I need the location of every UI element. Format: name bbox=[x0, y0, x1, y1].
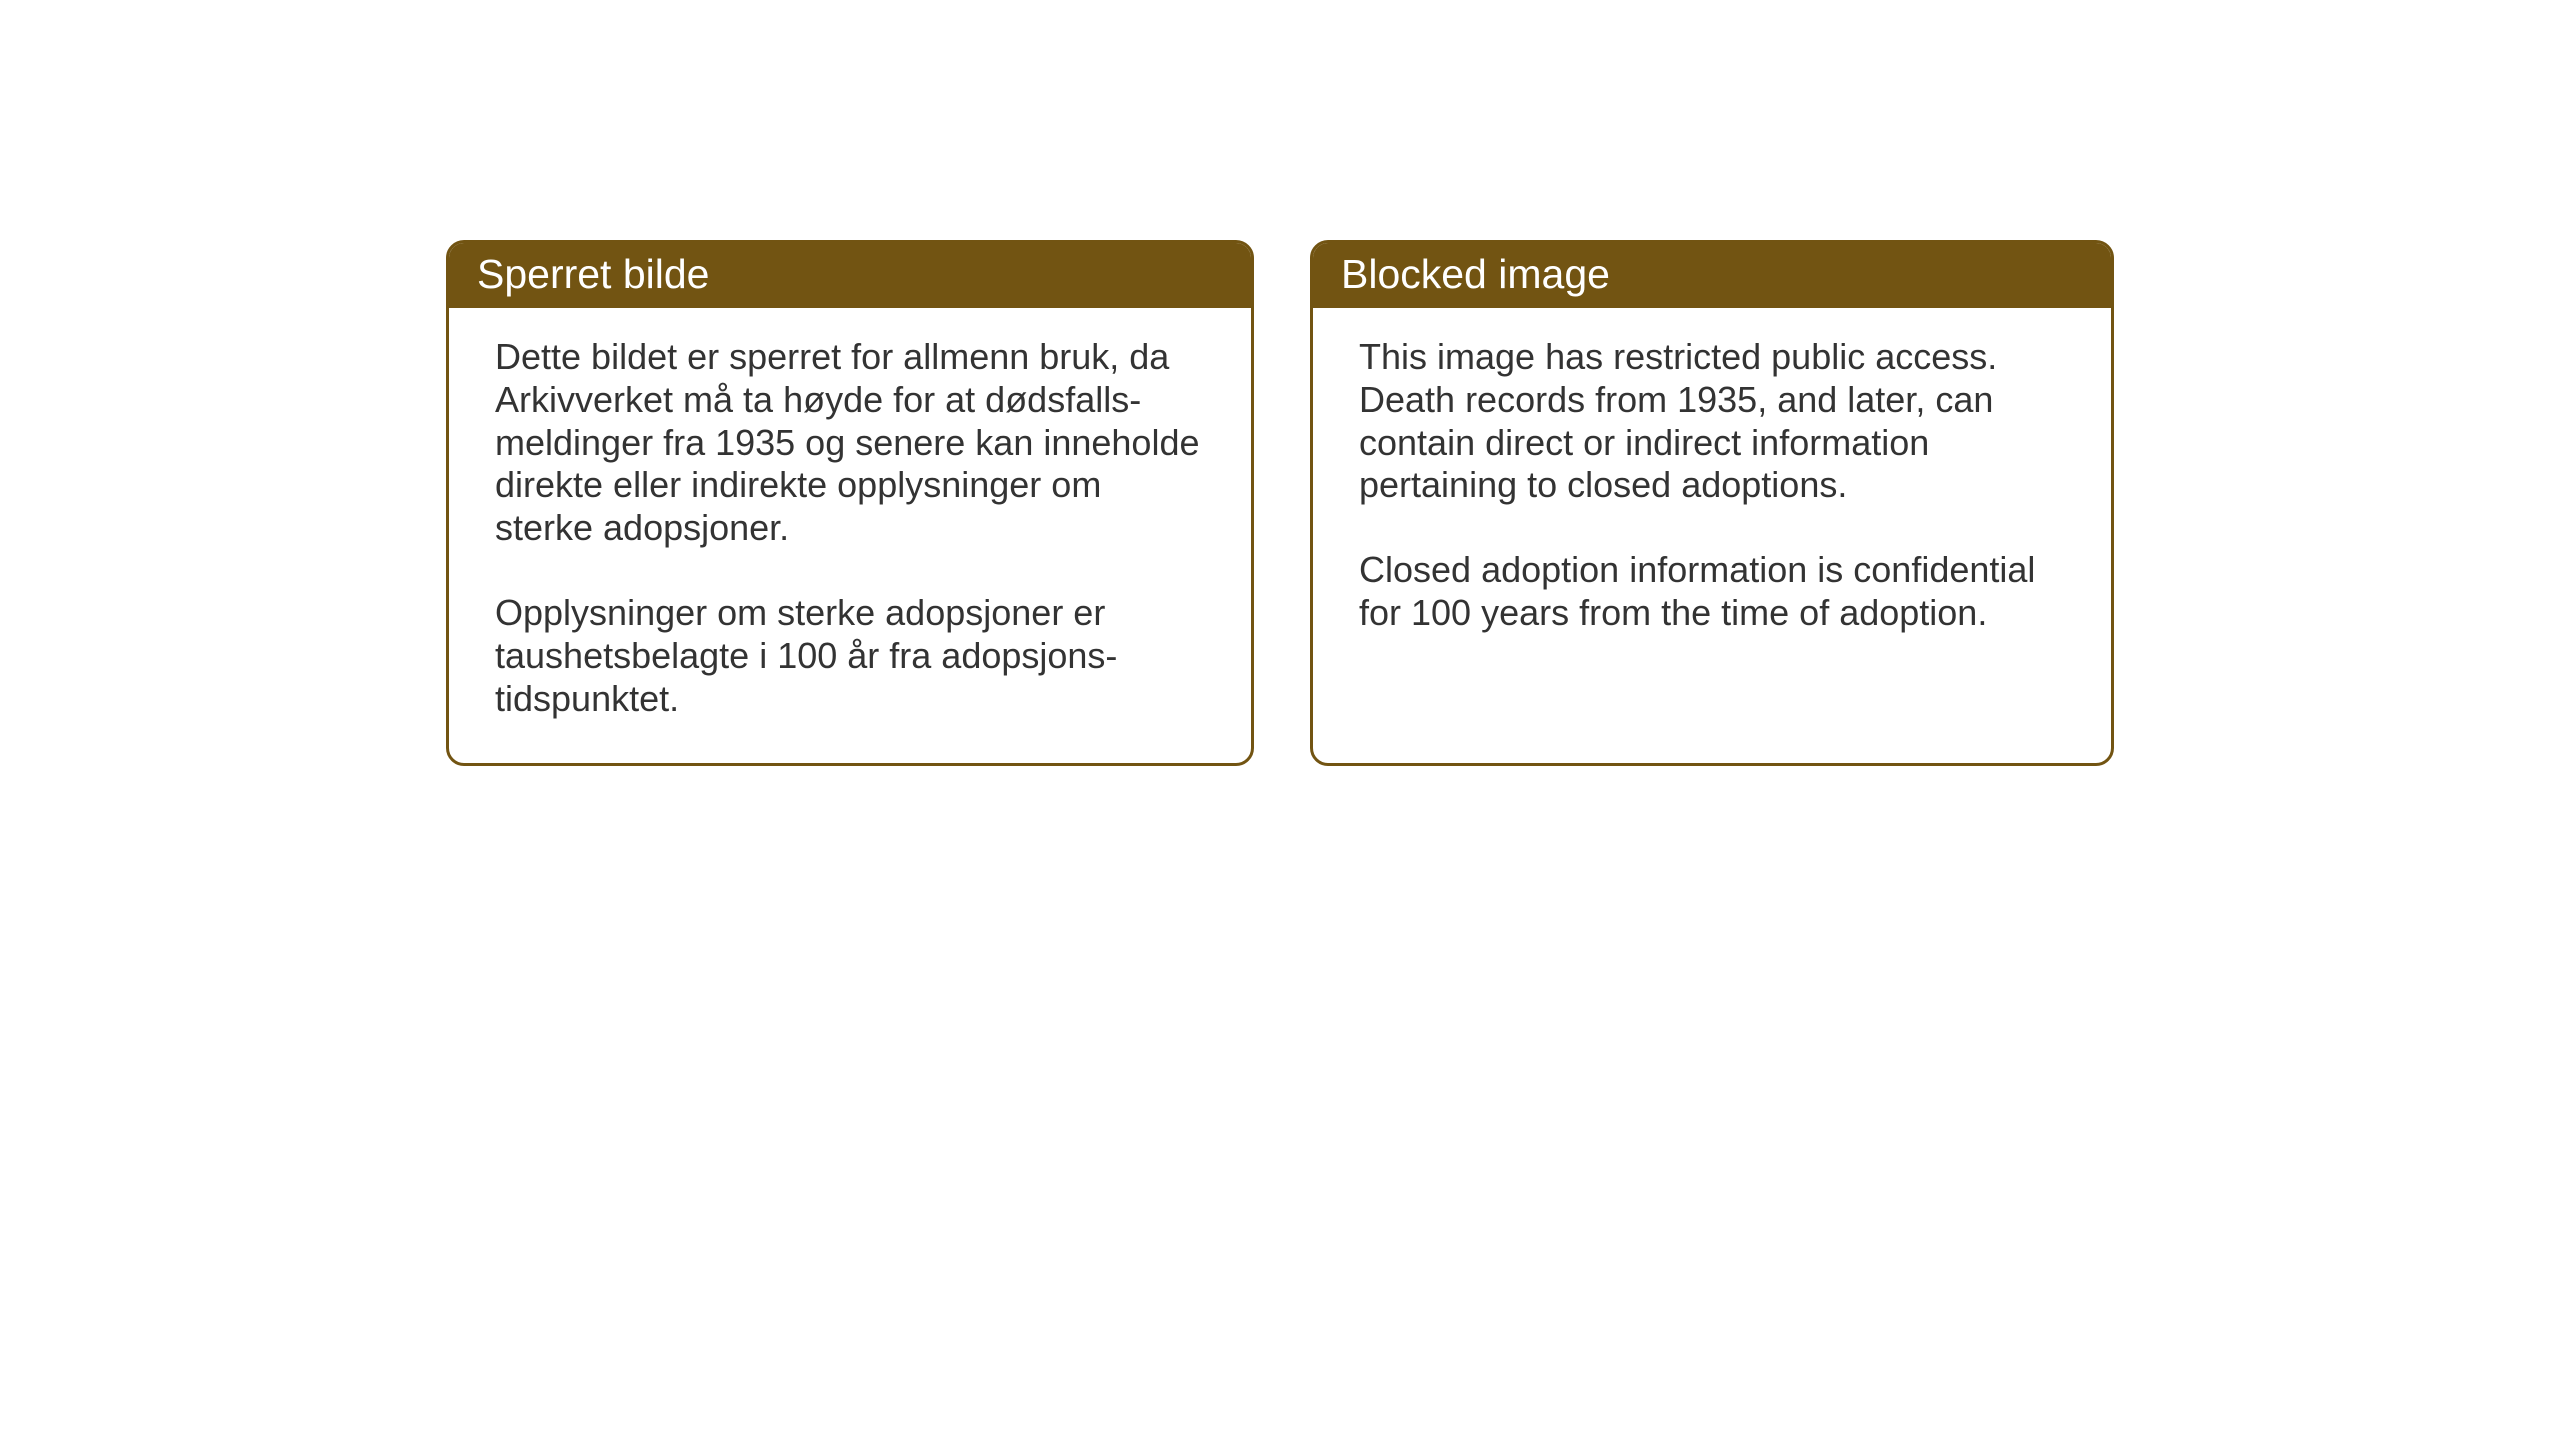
card-body-english: This image has restricted public access.… bbox=[1313, 308, 2111, 727]
notice-card-norwegian: Sperret bilde Dette bildet er sperret fo… bbox=[446, 240, 1254, 766]
card-header-norwegian: Sperret bilde bbox=[449, 243, 1251, 308]
card-paragraph-2-english: Closed adoption information is confident… bbox=[1359, 549, 2069, 635]
notice-card-english: Blocked image This image has restricted … bbox=[1310, 240, 2114, 766]
card-paragraph-1-english: This image has restricted public access.… bbox=[1359, 336, 2069, 507]
card-title-english: Blocked image bbox=[1341, 251, 1610, 297]
card-body-norwegian: Dette bildet er sperret for allmenn bruk… bbox=[449, 308, 1251, 763]
card-title-norwegian: Sperret bilde bbox=[477, 251, 709, 297]
card-paragraph-1-norwegian: Dette bildet er sperret for allmenn bruk… bbox=[495, 336, 1209, 550]
card-paragraph-2-norwegian: Opplysninger om sterke adopsjoner er tau… bbox=[495, 592, 1209, 720]
card-header-english: Blocked image bbox=[1313, 243, 2111, 308]
notice-container: Sperret bilde Dette bildet er sperret fo… bbox=[446, 240, 2114, 766]
